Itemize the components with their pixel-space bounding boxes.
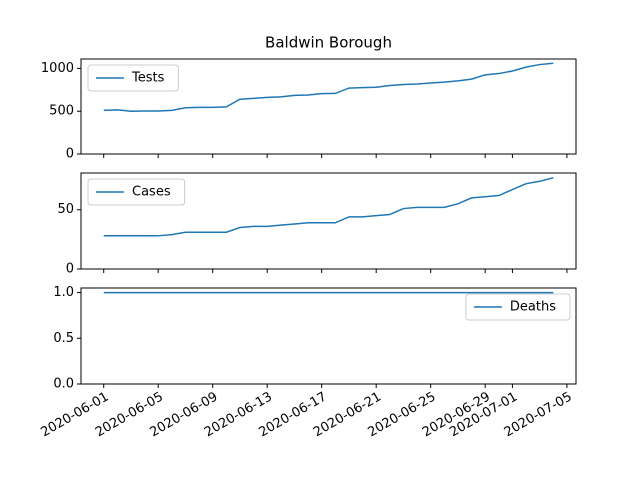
legend-box	[87, 178, 186, 206]
legend: Tests	[87, 64, 179, 92]
y-tick-label: 0	[66, 147, 74, 162]
line	[103, 177, 554, 237]
chart-title: Baldwin Borough	[265, 34, 392, 52]
y-tick-label: 0.5	[53, 331, 74, 346]
legend: Deaths	[465, 293, 571, 321]
legend-label: Cases	[132, 185, 171, 200]
line	[103, 62, 554, 112]
axes-frame	[80, 287, 577, 385]
legend-label: Deaths	[510, 300, 556, 315]
legend: Cases	[87, 178, 186, 206]
y-tick-label: 500	[49, 104, 74, 119]
y-tick-label: 0	[66, 262, 74, 277]
legend-box	[87, 64, 179, 92]
axes-frame	[80, 58, 577, 155]
y-tick-label: 50	[57, 202, 74, 217]
y-tick-label: 1.0	[53, 285, 74, 300]
y-tick-label: 0.0	[53, 377, 74, 392]
y-tick-label: 1000	[41, 61, 74, 76]
legend-box	[465, 293, 571, 321]
axes-frame	[80, 172, 577, 270]
legend-label: Tests	[131, 71, 165, 86]
